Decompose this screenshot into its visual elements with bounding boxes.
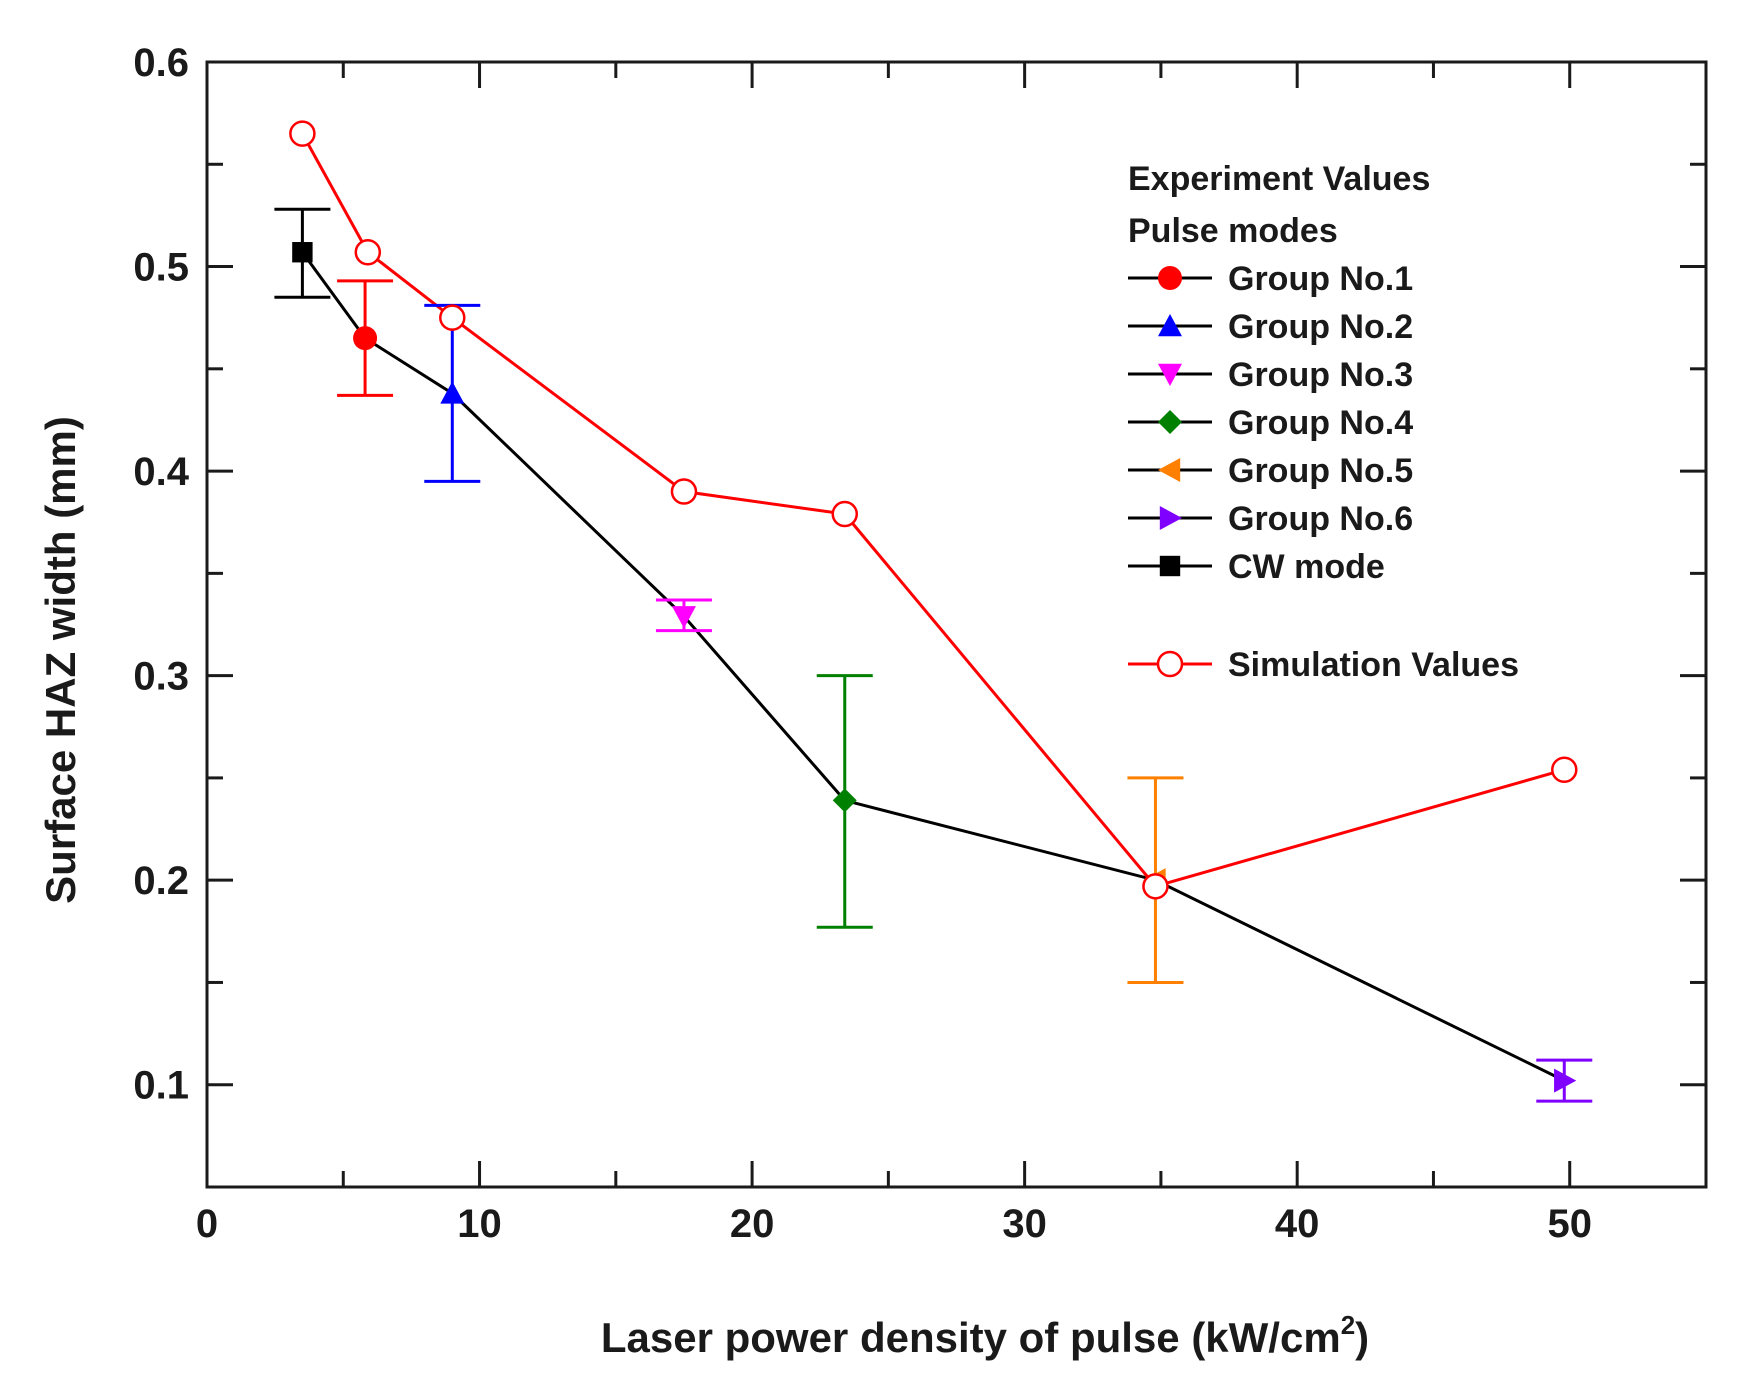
legend-marker-cw-mode	[1159, 555, 1181, 577]
x-tick-label: 10	[457, 1202, 502, 1246]
simulation-point	[1142, 873, 1169, 900]
data-point-group-no-2	[440, 381, 465, 404]
y-tick-label: 0.6	[133, 41, 189, 85]
axis-labels-group: Surface HAZ width (mm) Laser power densi…	[37, 416, 1369, 1361]
legend-header-pulse-modes: Pulse modes	[1128, 212, 1338, 250]
axis-ticks-group: 0 10 20 30 40 50 0.1 0.2 0.3 0.4 0.5 0.6	[133, 41, 1708, 1246]
legend-label-cw-mode: CW mode	[1228, 548, 1385, 586]
y-tick-label: 0.1	[133, 1064, 189, 1108]
legend-label-simulation: Simulation Values	[1228, 646, 1519, 684]
x-axis-title: Laser power density of pulse (kW/cm2)	[601, 1310, 1369, 1361]
data-point-group-no-3	[671, 606, 696, 629]
data-point-group-no-4	[832, 788, 857, 813]
y-tick-label: 0.3	[133, 655, 189, 699]
simulation-point	[289, 120, 316, 147]
simulation-point	[439, 304, 466, 331]
simulation-point	[670, 478, 698, 505]
legend-marker-group-no-4	[1158, 410, 1182, 434]
legend-marker-group-no-1	[1158, 266, 1182, 290]
legend-marker-group-no-6	[1159, 506, 1182, 530]
data-point-group-no-1	[353, 326, 378, 351]
simulation-point	[354, 238, 382, 266]
simulation-point	[831, 500, 859, 528]
legend-label-group-no-3: Group No.3	[1228, 356, 1413, 394]
legend-label-group-no-6: Group No.6	[1228, 500, 1413, 538]
x-tick-label: 30	[1002, 1202, 1047, 1246]
legend-marker-group-no-3	[1158, 363, 1182, 386]
legend-label-group-no-1: Group No.1	[1228, 260, 1413, 298]
y-tick-label: 0.5	[133, 246, 189, 290]
legend: Experiment Values Pulse modes Group No.1 Gr…	[1128, 160, 1519, 684]
legend-label-group-no-4: Group No.4	[1228, 404, 1413, 442]
simulation-point	[1551, 756, 1578, 783]
legend-marker-group-no-5	[1158, 458, 1181, 482]
legend-label-group-no-5: Group No.5	[1228, 452, 1413, 490]
legend-header-experiment: Experiment Values	[1128, 160, 1430, 198]
x-tick-label: 20	[730, 1202, 775, 1246]
x-axis-title-close: )	[1355, 1314, 1369, 1361]
data-point-cw-mode	[292, 242, 313, 263]
x-axis-title-superscript: 2	[1341, 1310, 1355, 1340]
axes-frame-group	[205, 60, 1708, 1189]
y-tick-label: 0.4	[133, 450, 189, 494]
x-tick-label: 50	[1547, 1202, 1592, 1246]
plot-frame	[205, 60, 1708, 1189]
y-tick-label: 0.2	[133, 859, 189, 903]
x-tick-label: 0	[196, 1202, 218, 1246]
x-tick-label: 40	[1275, 1202, 1320, 1246]
legend-marker-group-no-2	[1158, 314, 1182, 337]
legend-label-group-no-2: Group No.2	[1228, 308, 1413, 346]
series-group	[274, 120, 1593, 1103]
y-axis-title: Surface HAZ width (mm)	[37, 416, 84, 904]
legend-marker-simulation	[1156, 650, 1184, 678]
x-axis-title-main: Laser power density of pulse (kW/cm	[601, 1314, 1341, 1361]
data-point-group-no-6	[1554, 1068, 1577, 1093]
